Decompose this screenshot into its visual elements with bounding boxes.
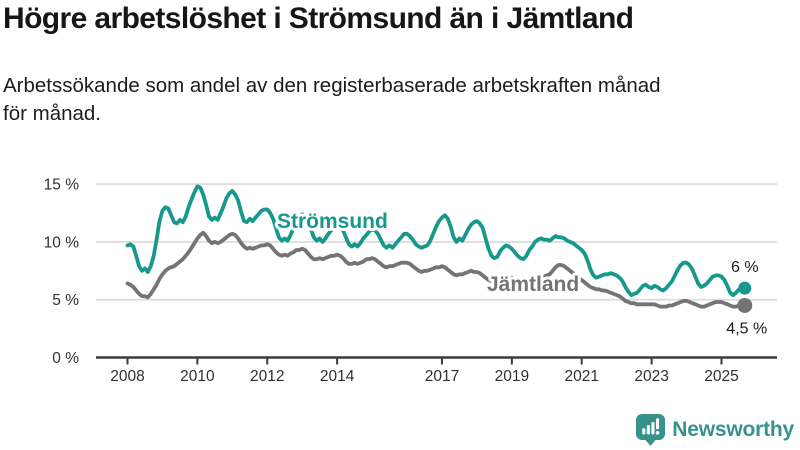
exclamation-dot: [656, 431, 660, 435]
chart-subtitle-line1: Arbetssökande som andel av den registerb…: [3, 74, 661, 97]
exclamation-bar: [656, 418, 660, 430]
chart-subtitle-line2: för månad.: [3, 102, 101, 126]
end-value-label-jamtland: 4,5 %: [726, 320, 767, 337]
y-axis-label-15: 15 %: [44, 177, 80, 194]
bar-1: [642, 428, 646, 435]
x-axis-label-2017: 2017: [425, 368, 459, 385]
x-axis-label-2019: 2019: [495, 368, 529, 385]
x-axis-label-2021: 2021: [564, 368, 598, 385]
x-axis-label-2025: 2025: [704, 368, 738, 385]
x-axis-label-2012: 2012: [250, 368, 284, 385]
page-title: Högre arbetslöshet i Strömsund än i Jämt…: [3, 2, 634, 35]
y-axis-label-5: 5 %: [52, 292, 79, 309]
x-axis-label-2008: 2008: [110, 368, 144, 385]
series-label-stromsund: Strömsund: [277, 210, 388, 233]
x-axis-label-2023: 2023: [634, 368, 668, 385]
end-value-label-stromsund: 6 %: [731, 259, 759, 276]
chart-subtitle: Arbetssökande som andel av den registerb…: [3, 72, 793, 129]
newsworthy-icon: [636, 414, 666, 446]
bar-2: [647, 425, 651, 435]
series-label-jamtland: Jämtland: [487, 273, 579, 296]
x-axis-label-2010: 2010: [180, 368, 215, 385]
end-dot-stromsund: [738, 281, 752, 295]
series-line-stromsund: [125, 184, 747, 298]
x-axis-label-2014: 2014: [320, 368, 355, 385]
y-axis-label-0: 0 %: [52, 350, 79, 367]
newsworthy-wordmark: Newsworthy: [672, 417, 794, 441]
newsworthy-logo[interactable]: Newsworthy: [635, 413, 794, 446]
bar-3: [651, 422, 655, 435]
speech-bubble-shape: [636, 414, 666, 446]
y-axis-label-10: 10 %: [44, 234, 80, 251]
end-dot-jamtland: [737, 297, 753, 313]
series-line-jamtland: [125, 230, 747, 309]
